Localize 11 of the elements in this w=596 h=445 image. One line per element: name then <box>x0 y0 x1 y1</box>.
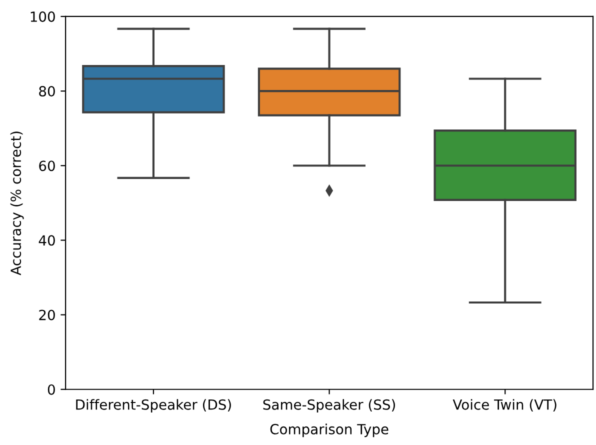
x-axis-title: Comparison Type <box>270 424 388 438</box>
x-tick-label: Different-Speaker (DS) <box>76 399 231 413</box>
y-tick-label: 40 <box>38 235 55 246</box>
y-tick-label: 20 <box>39 310 55 320</box>
x-tick-label: Same-Speaker (SS) <box>263 399 395 413</box>
y-tick-label: 100 <box>30 11 55 22</box>
y-tick-label: 60 <box>39 160 55 172</box>
y-axis-title: Accuracy (% correct) <box>10 132 24 276</box>
x-tick-label: Voice Twin (VT) <box>452 399 556 412</box>
y-tick-label: 80 <box>39 86 55 97</box>
y-tick-label: 0 <box>48 384 55 395</box>
